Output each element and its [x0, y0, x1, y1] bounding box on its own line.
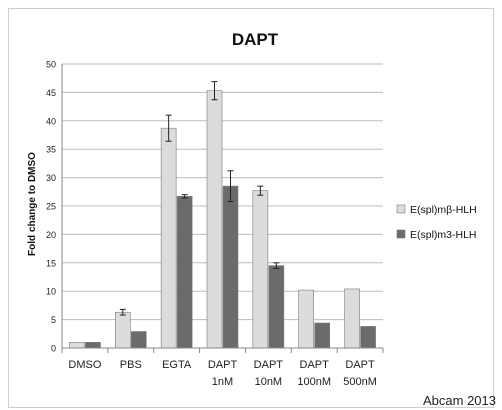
x-tick-label: EGTA: [162, 359, 192, 371]
y-tick-label: 35: [46, 145, 56, 155]
y-tick-label: 45: [46, 88, 56, 98]
y-tick-label: 50: [46, 60, 56, 70]
bar-mbeta-hlh: [160, 127, 177, 349]
x-tick-label: 500nM: [343, 376, 377, 388]
y-axis-label: Fold change to DMSO: [27, 152, 38, 256]
bar-mbeta-hlh: [298, 289, 315, 349]
bar-m3-hlh: [268, 265, 285, 349]
x-tick-label: PBS: [120, 359, 142, 371]
bar-m3-hlh: [130, 331, 147, 349]
bar-m3-hlh: [360, 326, 376, 349]
bar-mbeta-hlh: [114, 311, 131, 349]
y-tick-label: 15: [46, 258, 56, 268]
x-tick-label: DMSO: [68, 359, 101, 371]
x-tick-label: 1nM: [212, 376, 233, 388]
x-tick-label: DAPT: [208, 359, 238, 371]
chart-frame: [8, 8, 494, 408]
x-tick-label: 10nM: [255, 376, 283, 388]
legend-label: E(spl)mβ-HLH: [410, 204, 477, 216]
y-tick-label: 0: [51, 344, 56, 354]
y-tick-label: 40: [46, 116, 56, 126]
y-tick-label: 20: [46, 230, 56, 240]
legend-swatch: [396, 204, 406, 214]
bar-m3-hlh: [176, 196, 193, 349]
bar-mbeta-hlh: [69, 342, 85, 349]
chart-title: DAPT: [232, 30, 279, 49]
bar-m3-hlh: [222, 185, 239, 349]
legend-swatch: [396, 229, 406, 239]
x-tick-label: DAPT: [254, 359, 284, 371]
legend-label: E(spl)m3-HLH: [410, 229, 477, 241]
bar-m3-hlh: [85, 342, 101, 349]
y-tick-label: 10: [46, 287, 56, 297]
bar-mbeta-hlh: [206, 90, 223, 349]
bar-mbeta-hlh: [252, 190, 269, 349]
y-tick-label: 25: [46, 202, 56, 212]
y-tick-label: 30: [46, 173, 56, 183]
watermark-text: Abcam 2013: [423, 393, 496, 408]
x-tick-label: 100nM: [297, 376, 331, 388]
bar-mbeta-hlh: [344, 288, 360, 349]
y-tick-label: 5: [51, 315, 56, 325]
x-tick-label: DAPT: [345, 359, 375, 371]
bar-m3-hlh: [314, 322, 331, 349]
x-tick-label: DAPT: [300, 359, 330, 371]
